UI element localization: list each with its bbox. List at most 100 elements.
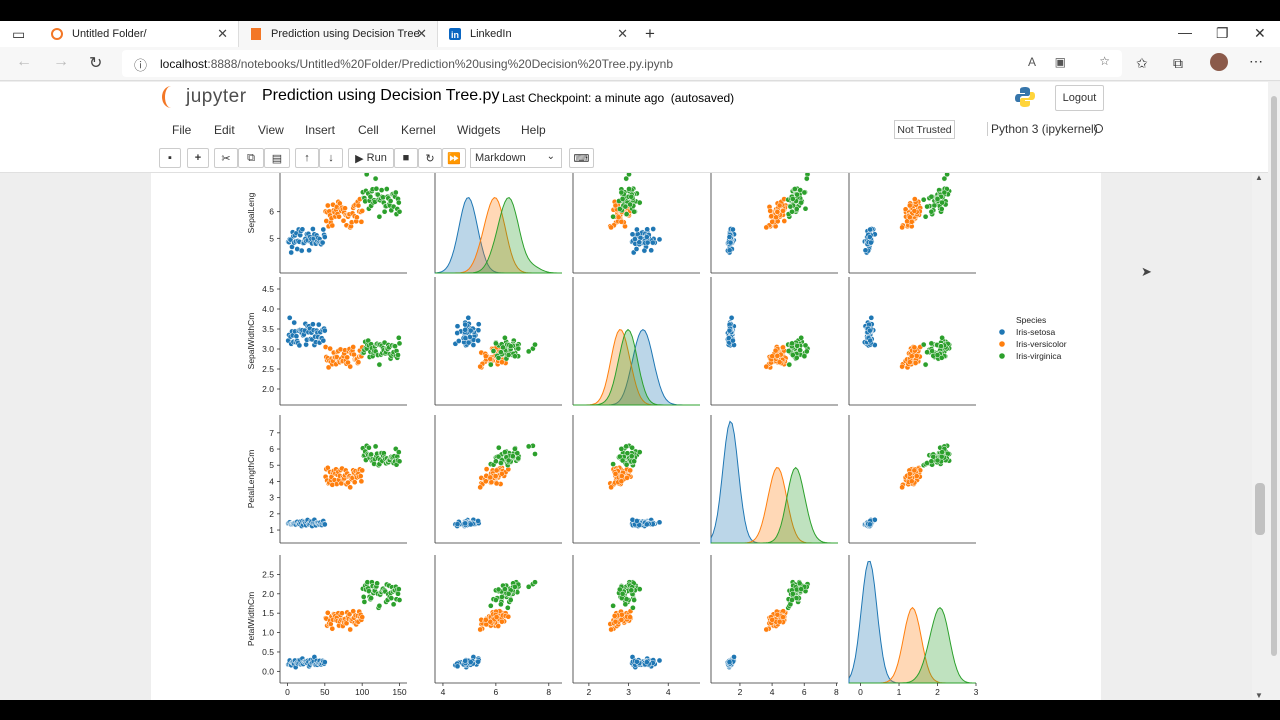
scatter-point <box>636 586 643 592</box>
scatter-point <box>465 339 472 346</box>
scroll-up-icon[interactable]: ▲ <box>1255 173 1263 182</box>
scatter-point <box>532 579 538 586</box>
read-aloud-icon[interactable]: A <box>1027 55 1036 69</box>
menu-kernel[interactable]: Kernel <box>401 123 436 137</box>
paste-button[interactable]: ▤ <box>264 148 290 168</box>
scatter-point <box>634 226 640 233</box>
y-tick-label: 1.0 <box>262 628 274 638</box>
scatter-point <box>467 521 474 528</box>
move-down-button[interactable]: ↓ <box>319 148 343 168</box>
restart-run-all-button[interactable]: ⏩ <box>442 148 466 168</box>
scatter-point <box>636 449 643 455</box>
logo-text: jupyter <box>186 86 247 107</box>
menu-view[interactable]: View <box>258 123 284 137</box>
cell-type-select[interactable]: Markdown ⌄ <box>470 148 562 168</box>
scatter-point <box>945 450 951 457</box>
menu-cell[interactable]: Cell <box>358 123 379 137</box>
forward-icon[interactable]: → <box>53 53 69 70</box>
scatter-point <box>939 449 945 455</box>
favorites-icon[interactable]: ✩ <box>1136 55 1148 71</box>
scatter-point <box>395 199 402 206</box>
close-icon[interactable]: ✕ <box>617 26 628 41</box>
python-logo-icon <box>1015 87 1035 107</box>
y-tick-label: 3.0 <box>262 344 274 354</box>
scatter-point <box>906 470 913 477</box>
scatter-point <box>628 193 635 200</box>
menu-widgets[interactable]: Widgets <box>457 123 501 137</box>
scatter-point <box>395 449 402 455</box>
scatter-point <box>623 175 630 182</box>
menu-edit[interactable]: Edit <box>214 123 235 137</box>
notebook-title[interactable]: Prediction using Decision Tree.py <box>262 87 500 104</box>
x-tick-label: 0 <box>858 687 863 697</box>
scatter-point <box>372 443 379 450</box>
close-icon[interactable]: ✕ <box>217 26 228 41</box>
insert-cell-button[interactable]: + <box>187 148 209 168</box>
tab-prediction[interactable]: Prediction using Decision Tree.py ✕ <box>238 21 438 47</box>
info-icon[interactable]: ⓘ <box>134 58 148 73</box>
scroll-down-icon[interactable]: ▼ <box>1255 691 1263 700</box>
more-icon[interactable]: ⋯ <box>1249 53 1263 69</box>
scatter-point <box>477 484 484 491</box>
tab-actions-icon[interactable]: ▭ <box>12 26 26 42</box>
tab-untitled-folder[interactable]: Untitled Folder/ ✕ <box>40 21 238 47</box>
close-icon[interactable]: ✕ <box>416 26 427 41</box>
copy-button[interactable]: ⧉ <box>238 148 264 168</box>
plus-icon: + <box>194 152 202 164</box>
scatter-point <box>395 352 401 358</box>
scatter-point <box>467 659 474 665</box>
page-scroll-thumb[interactable] <box>1271 96 1277 656</box>
url-field[interactable]: ⓘ localhost:8888/notebooks/Untitled%20Fo… <box>122 50 1122 77</box>
x-tick-label: 100 <box>355 687 369 697</box>
collections-icon[interactable]: ⧉ <box>1173 55 1183 71</box>
jupyter-logo[interactable]: jupyter <box>162 86 247 108</box>
close-window-icon[interactable]: ✕ <box>1254 25 1266 41</box>
new-tab-icon[interactable]: + <box>645 24 655 43</box>
browser-window: ▭ Untitled Folder/ ✕ Prediction using De… <box>0 21 1280 700</box>
restart-button[interactable]: ↻ <box>418 148 442 168</box>
scatter-point <box>610 461 616 467</box>
scatter-point <box>475 321 482 328</box>
scatter-point <box>624 475 630 481</box>
scatter-point <box>787 203 794 210</box>
command-palette-button[interactable]: ⌨ <box>569 148 594 168</box>
scroll-thumb[interactable] <box>1255 483 1265 535</box>
maximize-icon[interactable]: ❐ <box>1216 25 1229 41</box>
tab-linkedin[interactable]: in LinkedIn ✕ <box>438 21 638 47</box>
notebook-scrollbar[interactable]: ▲ ▼ <box>1252 173 1268 700</box>
trust-status-button[interactable]: Not Trusted <box>894 120 955 139</box>
legend-entry: Iris-virginica <box>1016 351 1062 361</box>
scatter-point <box>643 659 650 665</box>
favorite-icon[interactable]: ☆ <box>1099 54 1110 68</box>
immersive-reader-icon[interactable]: ▣ <box>1054 55 1066 69</box>
scatter-point <box>359 467 366 474</box>
logout-button[interactable]: Logout <box>1055 85 1104 111</box>
scatter-point <box>618 446 625 452</box>
save-button[interactable]: ▪ <box>159 148 181 168</box>
scatter-point <box>911 344 918 351</box>
scatter-point <box>368 595 374 601</box>
reload-icon[interactable]: ↻ <box>89 55 103 72</box>
scatter-point <box>628 453 635 460</box>
cut-button[interactable]: ✂ <box>214 148 238 168</box>
scatter-point <box>941 175 948 182</box>
menu-file[interactable]: File <box>172 123 192 137</box>
minimize-icon[interactable]: — <box>1178 24 1192 40</box>
interrupt-button[interactable]: ■ <box>394 148 418 168</box>
scatter-point <box>493 480 500 487</box>
page-scrollbar[interactable] <box>1268 82 1280 700</box>
profile-avatar[interactable] <box>1210 53 1228 71</box>
scatter-point <box>475 518 481 524</box>
scatter-point <box>763 363 770 370</box>
scatter-point <box>789 352 796 358</box>
x-tick-label: 50 <box>320 687 330 697</box>
scatter-point <box>500 344 506 351</box>
scatter-point <box>931 202 938 209</box>
menu-insert[interactable]: Insert <box>305 123 336 137</box>
run-button[interactable]: ▶ Run <box>348 148 394 168</box>
scatter-point <box>512 583 518 590</box>
scatter-point <box>396 597 403 603</box>
back-icon[interactable]: ← <box>16 53 32 70</box>
move-up-button[interactable]: ↑ <box>295 148 319 168</box>
menu-help[interactable]: Help <box>521 123 546 137</box>
